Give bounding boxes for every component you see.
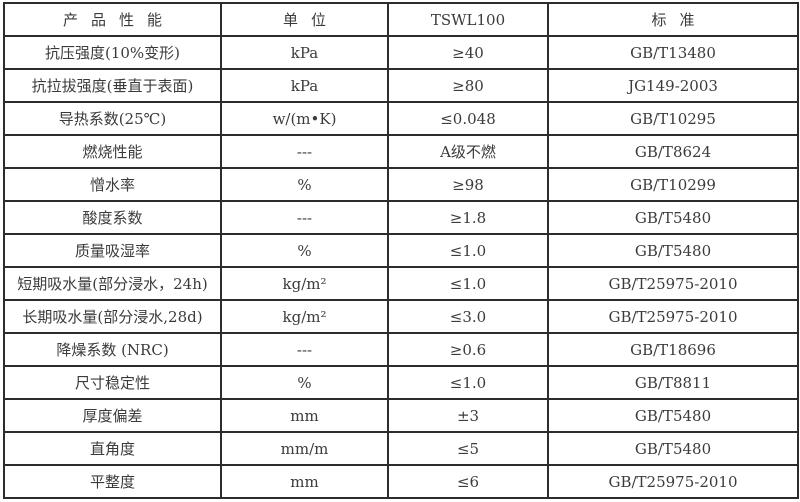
cell-unit: --- [220,200,389,235]
cell-property: 长期吸水量(部分浸水,28d) [3,299,222,334]
table-row: 燃烧性能 --- A级不燃 GB/T8624 [3,134,799,169]
table-row: 抗拉拔强度(垂直于表面) kPa ≥80 JG149-2003 [3,68,799,103]
table-row: 尺寸稳定性% ≤1.0 GB/T8811 [3,365,799,400]
cell-unit: mm [220,398,389,433]
cell-unit: % [220,233,389,268]
cell-value: ≥0.6 [387,332,549,367]
cell-value: ±3 [387,398,549,433]
cell-unit: w/(m•K) [220,101,389,136]
cell-property: 抗拉拔强度(垂直于表面) [3,68,222,103]
cell-value: A级不燃 [387,134,549,169]
cell-standard: GB/T13480 [547,35,799,70]
cell-property: 燃烧性能 [3,134,222,169]
cell-standard: GB/T5480 [547,200,799,235]
cell-value: ≥80 [387,68,549,103]
cell-standard: GB/T25975-2010 [547,464,799,499]
cell-value: ≥40 [387,35,549,70]
cell-standard: GB/T8811 [547,365,799,400]
cell-property: 抗压强度(10%变形) [3,35,222,70]
cell-property: 质量吸湿率 [3,233,222,268]
cell-unit: % [220,167,389,202]
cell-standard: GB/T25975-2010 [547,299,799,334]
cell-unit: % [220,365,389,400]
cell-standard: GB/T25975-2010 [547,266,799,301]
cell-standard: GB/T5480 [547,398,799,433]
cell-unit: mm/m [220,431,389,466]
table-row: 短期吸水量(部分浸水，24h) kg/m² ≤1.0 GB/T25975-2010 [3,266,799,301]
cell-property: 尺寸稳定性 [3,365,222,400]
cell-value: ≥98 [387,167,549,202]
cell-unit: kg/m² [220,266,389,301]
table-row: 抗压强度(10%变形) kPa ≥40 GB/T13480 [3,35,799,70]
cell-standard: GB/T18696 [547,332,799,367]
cell-value: ≤3.0 [387,299,549,334]
table-body: 抗压强度(10%变形) kPa ≥40 GB/T13480 抗拉拔强度(垂直于表面) kP… [3,35,799,499]
cell-value: ≤1.0 [387,233,549,268]
cell-standard: GB/T5480 [547,431,799,466]
header-row: 产 品 性 能 单 位 TSWL100 标 准 [3,2,799,37]
table-row: 憎水率% ≥98 GB/T10299 [3,167,799,202]
table-row: 质量吸湿率% ≤1.0 GB/T5480 [3,233,799,268]
table-header: 产 品 性 能 单 位 TSWL100 标 准 [3,2,799,37]
column-header-tswl100: TSWL100 [387,2,549,37]
cell-property: 直角度 [3,431,222,466]
cell-value: ≤1.0 [387,365,549,400]
cell-unit: kg/m² [220,299,389,334]
cell-unit: --- [220,332,389,367]
cell-value: ≤5 [387,431,549,466]
column-header-standard: 标 准 [547,2,799,37]
cell-property: 憎水率 [3,167,222,202]
table-row: 降燥系数 (NRC) --- ≥0.6 GB/T18696 [3,332,799,367]
cell-property: 酸度系数 [3,200,222,235]
cell-standard: GB/T10295 [547,101,799,136]
table-row: 导热系数(25℃) w/(m•K) ≤0.048 GB/T10295 [3,101,799,136]
cell-value: ≤0.048 [387,101,549,136]
cell-standard: JG149-2003 [547,68,799,103]
table-row: 长期吸水量(部分浸水,28d) kg/m² ≤3.0 GB/T25975-2010 [3,299,799,334]
table-row: 平整度 mm ≤6 GB/T25975-2010 [3,464,799,499]
cell-unit: --- [220,134,389,169]
table-row: 厚度偏差 mm ±3 GB/T5480 [3,398,799,433]
cell-standard: GB/T8624 [547,134,799,169]
product-spec-table: 产 品 性 能 单 位 TSWL100 标 准 抗压强度(10%变形) kPa ≥4… [3,2,799,499]
cell-property: 平整度 [3,464,222,499]
cell-unit: mm [220,464,389,499]
cell-property: 短期吸水量(部分浸水，24h) [3,266,222,301]
cell-unit: kPa [220,35,389,70]
cell-value: ≤1.0 [387,266,549,301]
column-header-unit: 单 位 [220,2,389,37]
cell-value: ≥1.8 [387,200,549,235]
cell-property: 导热系数(25℃) [3,101,222,136]
cell-property: 降燥系数 (NRC) [3,332,222,367]
cell-standard: GB/T5480 [547,233,799,268]
table-row: 酸度系数 --- ≥1.8 GB/T5480 [3,200,799,235]
table-row: 直角度 mm/m ≤5 GB/T5480 [3,431,799,466]
cell-unit: kPa [220,68,389,103]
cell-standard: GB/T10299 [547,167,799,202]
cell-property: 厚度偏差 [3,398,222,433]
column-header-property: 产 品 性 能 [3,2,222,37]
cell-value: ≤6 [387,464,549,499]
